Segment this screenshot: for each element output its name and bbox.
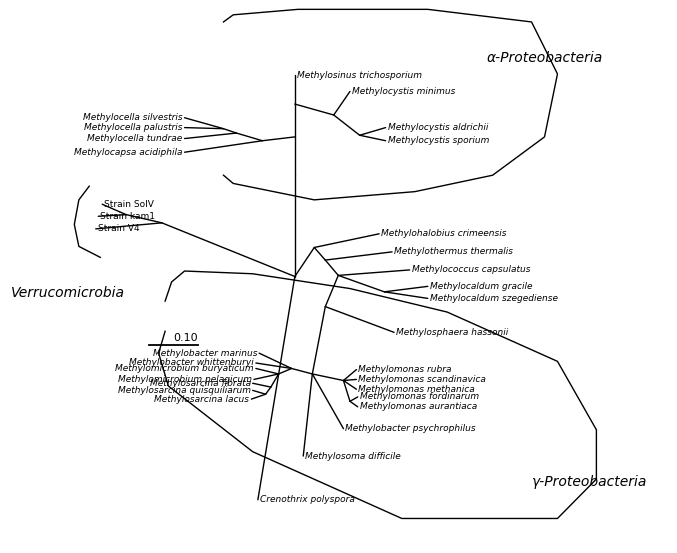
Text: Methylomonas aurantiaca: Methylomonas aurantiaca (359, 402, 477, 411)
Text: Methylomicrobium pelagicum: Methylomicrobium pelagicum (118, 375, 252, 384)
Text: Methylosinus trichosporium: Methylosinus trichosporium (297, 71, 422, 80)
Text: Methylomicrobium buryaticum: Methylomicrobium buryaticum (115, 364, 254, 373)
Text: Methylomonas rubra: Methylomonas rubra (358, 365, 452, 374)
Text: 0.10: 0.10 (173, 333, 198, 343)
Text: Methylocella palustris: Methylocella palustris (84, 123, 183, 132)
Text: Methylococcus capsulatus: Methylococcus capsulatus (412, 265, 530, 274)
Text: Methylocella silvestris: Methylocella silvestris (83, 113, 183, 122)
Text: Methylocystis minimus: Methylocystis minimus (352, 87, 455, 96)
Text: Methylocaldum szegediense: Methylocaldum szegediense (430, 294, 558, 303)
Text: γ-Proteobacteria: γ-Proteobacteria (532, 475, 648, 489)
Text: Methylosarcina fibrata: Methylosarcina fibrata (150, 379, 250, 388)
Text: Methylomonas methanica: Methylomonas methanica (358, 385, 475, 394)
Text: Strain SolV: Strain SolV (104, 200, 154, 208)
Text: Verrucomicrobia: Verrucomicrobia (11, 286, 125, 300)
Text: Methylobacter whittenburyi: Methylobacter whittenburyi (129, 358, 254, 368)
Text: Methylocystis sporium: Methylocystis sporium (387, 136, 489, 145)
Text: Methylocella tundrae: Methylocella tundrae (87, 134, 183, 143)
Text: Methylocaldum gracile: Methylocaldum gracile (430, 282, 532, 291)
Text: Crenothrix polyspora: Crenothrix polyspora (260, 495, 355, 504)
Text: α-Proteobacteria: α-Proteobacteria (486, 50, 603, 65)
Text: Methylocystis aldrichii: Methylocystis aldrichii (387, 123, 488, 132)
Text: Methylobacter psychrophilus: Methylobacter psychrophilus (345, 424, 476, 433)
Text: Methylohalobius crimeensis: Methylohalobius crimeensis (381, 229, 506, 238)
Text: Methylosoma difficile: Methylosoma difficile (305, 452, 401, 461)
Text: Methylomonas fordinarum: Methylomonas fordinarum (359, 393, 479, 401)
Text: Methylomonas scandinavica: Methylomonas scandinavica (358, 375, 486, 384)
Text: Methylobacter marinus: Methylobacter marinus (153, 348, 257, 358)
Text: Methylosphaera hassonii: Methylosphaera hassonii (396, 328, 508, 337)
Text: Methylocapsa acidiphila: Methylocapsa acidiphila (74, 148, 183, 156)
Text: Strain V4: Strain V4 (97, 225, 139, 233)
Text: Methylothermus thermalis: Methylothermus thermalis (394, 247, 513, 257)
Text: Methylosarcina lacus: Methylosarcina lacus (154, 395, 249, 404)
Text: Strain kam1: Strain kam1 (100, 212, 155, 221)
Text: Methylosarcina quisquiliarum: Methylosarcina quisquiliarum (118, 386, 250, 395)
